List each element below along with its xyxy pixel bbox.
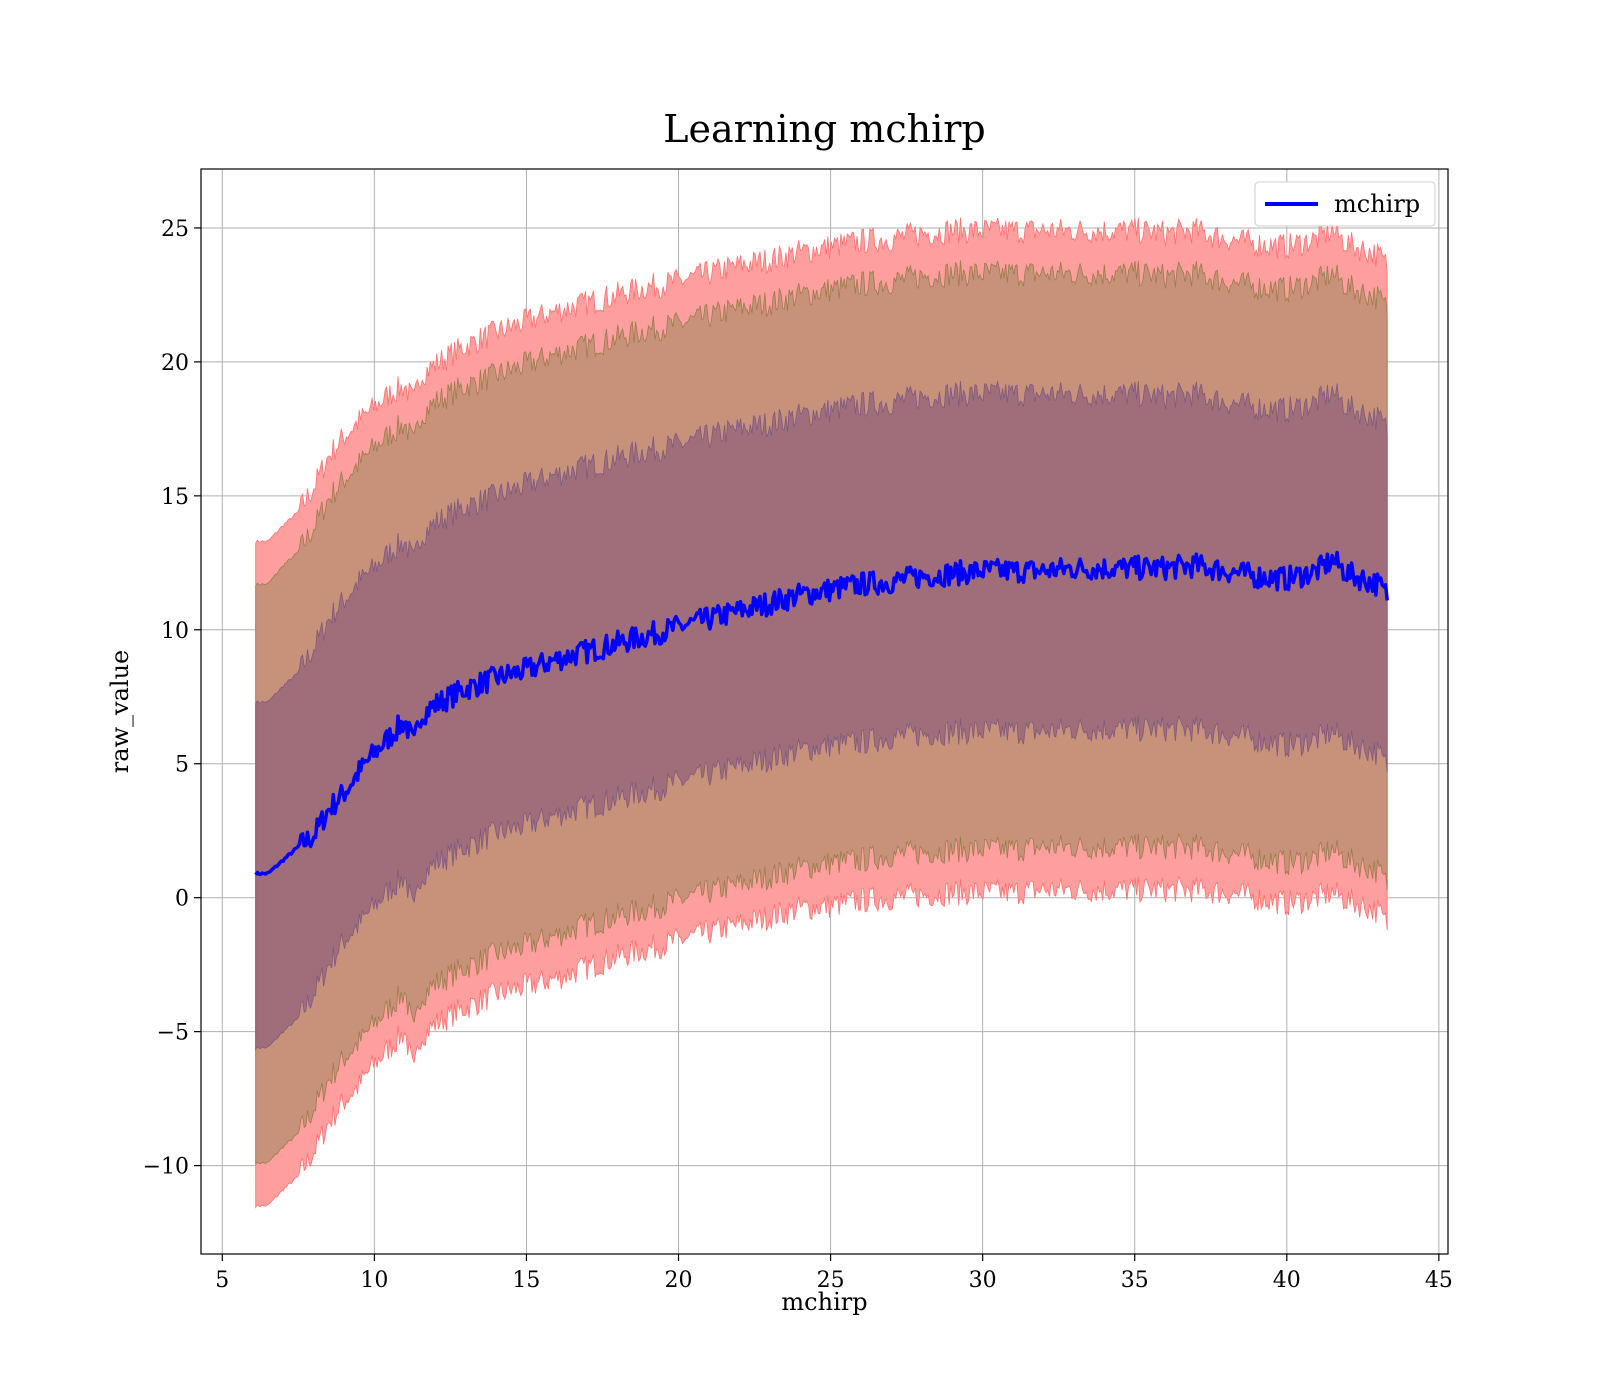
y-tick-label: 5 — [175, 753, 189, 778]
y-tick-label: 25 — [161, 217, 189, 242]
x-tick-label: 35 — [1121, 1268, 1149, 1293]
x-tick-label: 10 — [360, 1268, 388, 1293]
x-tick-label: 15 — [512, 1268, 540, 1293]
x-axis-label: mchirp — [781, 1288, 867, 1316]
y-tick-label: 20 — [161, 351, 189, 376]
x-tick-label: 45 — [1425, 1268, 1453, 1293]
x-axis-ticks: 5 10 15 20 25 30 35 40 45 — [215, 1254, 1453, 1293]
y-tick-label: 15 — [161, 485, 189, 510]
y-tick-label: 0 — [175, 887, 189, 912]
legend: mchirp — [1254, 181, 1436, 227]
chart-title: Learning mchirp — [663, 107, 985, 151]
y-axis-ticks: −10 −5 0 5 10 15 20 25 — [143, 217, 201, 1180]
y-tick-label: −10 — [143, 1155, 189, 1180]
series-lines — [254, 550, 1389, 877]
y-axis-label: raw_value — [106, 650, 134, 774]
y-tick-label: −5 — [157, 1021, 189, 1046]
x-tick-label: 25 — [817, 1268, 845, 1293]
band-1sigma — [255, 380, 1388, 1051]
legend-box — [1254, 181, 1436, 227]
x-tick-label: 20 — [665, 1268, 693, 1293]
plot-frame — [200, 168, 1449, 1255]
confidence-bands — [255, 217, 1388, 1209]
series-line-mchirp — [254, 550, 1389, 877]
y-tick-label: 10 — [161, 619, 189, 644]
x-tick-label: 5 — [215, 1268, 229, 1293]
legend-entry-mchirp: mchirp — [1334, 190, 1420, 218]
x-tick-label: 30 — [969, 1268, 997, 1293]
x-tick-label: 40 — [1273, 1268, 1301, 1293]
